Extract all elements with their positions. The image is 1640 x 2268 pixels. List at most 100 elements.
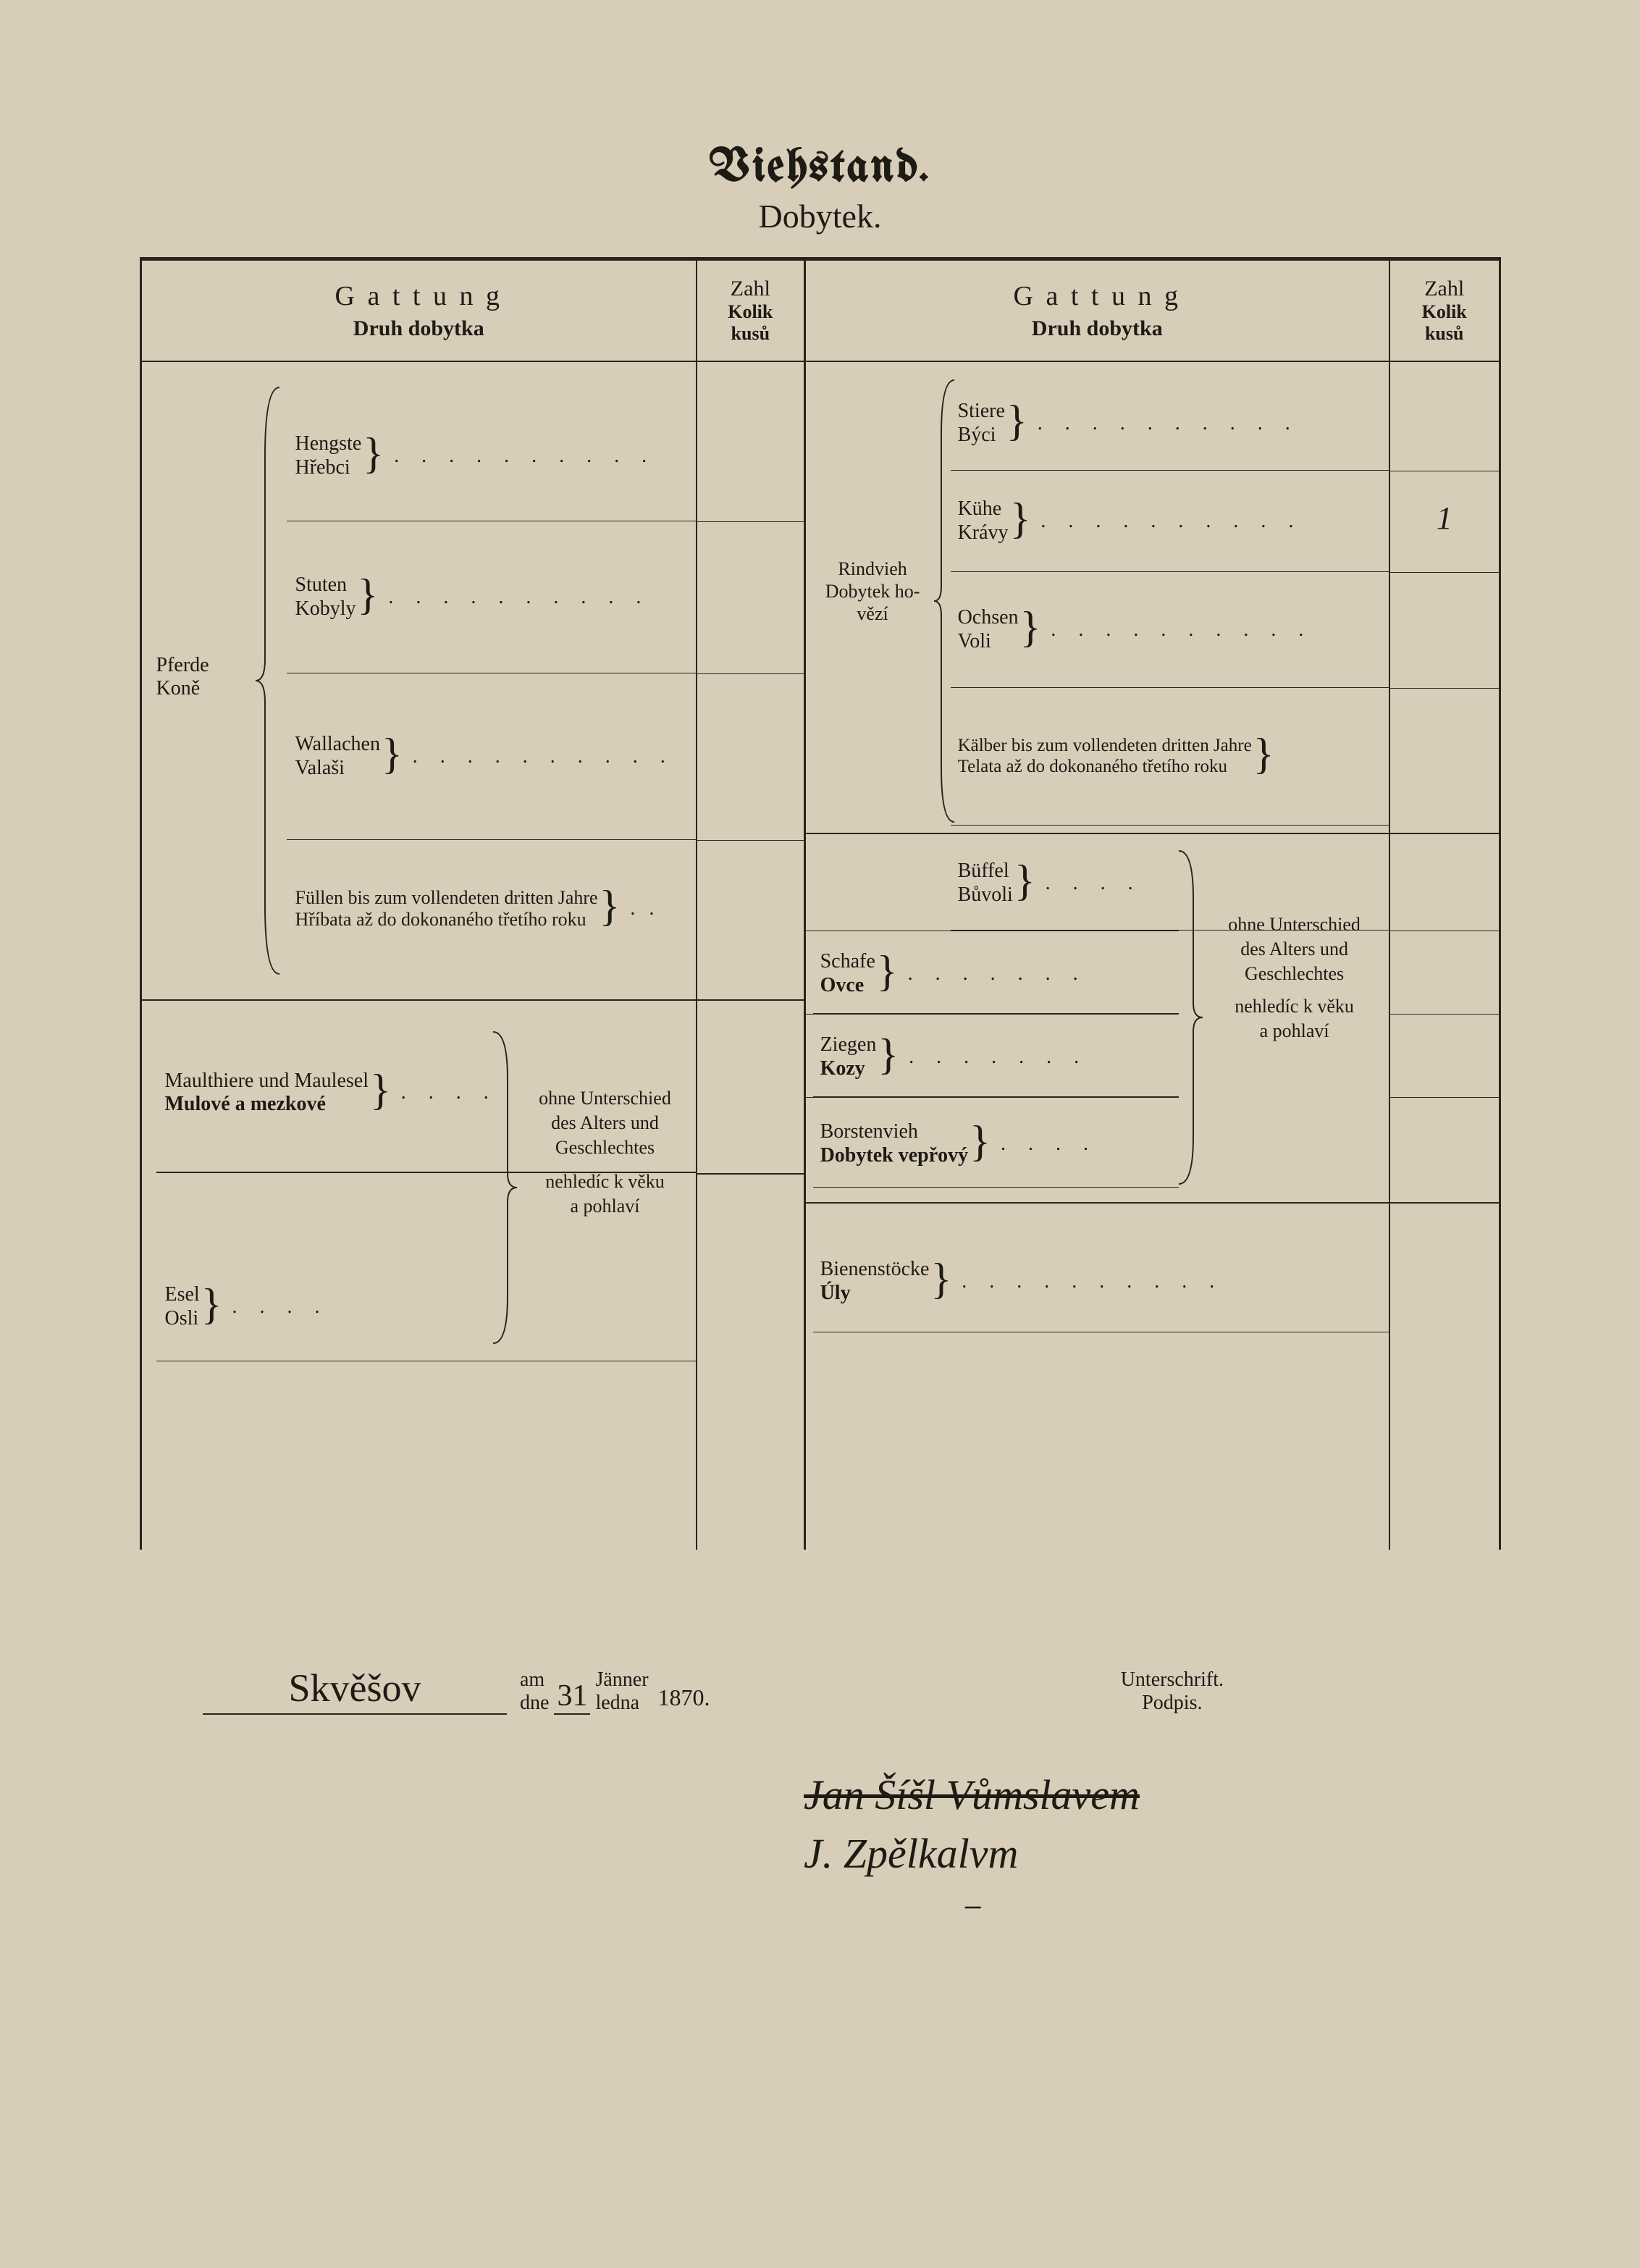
dots: . . . . . . . . . . <box>413 745 680 768</box>
divider <box>806 1097 1179 1098</box>
divider <box>806 1202 1389 1204</box>
row-kaelber: Kälber bis zum vollendeten dritten Jahre… <box>951 688 1389 826</box>
brace-icon: } <box>1006 410 1027 432</box>
brace-icon: } <box>201 1293 222 1315</box>
brace-icon: } <box>370 1079 391 1101</box>
table-header: G a t t u n g Druh dobytka Zahl Kolik ku… <box>142 261 1499 362</box>
row-ochsen: OchsenVoli } . . . . . . . . . . <box>951 572 1389 688</box>
note-right: ohne Unterschied des Alters und Geschlec… <box>1211 912 1378 1043</box>
wallachen-de: Wallachen <box>295 733 380 756</box>
dots: . . . . . . . . . . <box>1051 618 1374 642</box>
esel-de: Esel <box>165 1283 200 1306</box>
brace-icon: } <box>363 442 384 464</box>
dots: . . <box>630 897 680 920</box>
left-column: Pferde Koně Hengste Hřebci } . . . . . .… <box>142 362 698 1550</box>
zahl-cz2-r: kusů <box>1397 323 1492 345</box>
dots: . . . . . . . <box>909 1046 1164 1069</box>
fuellen-cz: Hříbata až do dokonaného třetího roku <box>295 909 598 931</box>
header-zahl-right: Zahl Kolik kusů <box>1390 261 1499 361</box>
table-body: Pferde Koně Hengste Hřebci } . . . . . .… <box>142 362 1499 1550</box>
row-ziegen: ZiegenKozy } . . . . . . . <box>813 1017 1179 1097</box>
count-kuehe: 1 <box>1390 500 1499 537</box>
divider <box>142 999 697 1001</box>
brace-icon <box>254 384 283 978</box>
divider <box>806 1014 1179 1015</box>
maul-cz: Mulové a mezkové <box>165 1093 369 1116</box>
note-left: ohne Unterschied des Alters und Geschlec… <box>526 1086 685 1219</box>
row-fuellen: Füllen bis zum vollendeten dritten Jahre… <box>287 840 697 978</box>
brace-icon: } <box>358 584 379 605</box>
header-zahl-left: Zahl Kolik kusů <box>697 261 806 361</box>
zahl-de-r: Zahl <box>1397 277 1492 301</box>
place-date-block: Skvěšov am dne 31 Jänner ledna 1870. <box>203 1666 710 1715</box>
wallachen-cz: Valaši <box>295 757 380 780</box>
brace-icon <box>1175 847 1204 1188</box>
left-count-column <box>697 362 806 1550</box>
divider <box>1390 833 1499 834</box>
divider <box>1390 688 1499 689</box>
stuten-de: Stuten <box>295 574 356 597</box>
footer: Skvěšov am dne 31 Jänner ledna 1870. Unt… <box>116 1666 1477 1928</box>
row-esel: Esel Osli } . . . . <box>156 1253 697 1361</box>
dots: . . . . <box>1001 1133 1164 1156</box>
title-czech: Dobytek. <box>116 197 1524 235</box>
gattung-cz: Druh dobytka <box>149 316 689 341</box>
am-cz: dne <box>520 1692 549 1715</box>
brace-icon: } <box>1253 743 1274 765</box>
gattung-de: G a t t u n g <box>149 280 689 312</box>
pferde-cz: Koně <box>156 677 209 700</box>
am-de: am <box>520 1668 549 1692</box>
divider <box>1390 1202 1499 1204</box>
place-handwritten: Skvěšov <box>203 1666 507 1715</box>
brace-icon: } <box>930 1268 951 1290</box>
divider <box>1390 1014 1499 1015</box>
divider <box>1390 572 1499 573</box>
pferde-group-label: Pferde Koně <box>156 362 265 992</box>
brace-icon: } <box>1020 616 1041 638</box>
brace-icon: } <box>878 1043 899 1065</box>
dots: . . . . <box>1046 872 1132 895</box>
row-stuten: Stuten Kobyly } . . . . . . . . . . <box>287 521 697 673</box>
right-column: Rindvieh Dobytek ho- vězí StiereBýci } .… <box>806 362 1390 1550</box>
brace-icon: } <box>1010 508 1031 529</box>
maul-de: Maulthiere und Maulesel <box>165 1070 369 1093</box>
signature-2: J. Zpělkalvm <box>804 1824 1477 1883</box>
row-wallachen: Wallachen Valaši } . . . . . . . . . . <box>287 673 697 840</box>
livestock-table: G a t t u n g Druh dobytka Zahl Kolik ku… <box>140 257 1501 1550</box>
zahl-cz1: Kolik <box>705 301 796 323</box>
header-gattung-right: G a t t u n g Druh dobytka <box>806 261 1390 361</box>
pferde-de: Pferde <box>156 654 209 677</box>
month-cz: ledna <box>595 1692 648 1715</box>
gattung-de-r: G a t t u n g <box>813 280 1382 312</box>
signature-1: Jan Šíšl Vůmslavem <box>804 1765 1477 1824</box>
dots: . . . . . . . . . . <box>388 586 680 609</box>
divider <box>806 833 1389 834</box>
esel-cz: Osli <box>165 1307 200 1330</box>
stuten-cz: Kobyly <box>295 597 356 621</box>
rindvieh-group-label: Rindvieh Dobytek ho- vězí <box>813 558 933 626</box>
brace-icon: } <box>970 1130 991 1152</box>
divider <box>697 673 804 674</box>
row-borstenvieh: BorstenviehDobytek vepřový } . . . . <box>813 1101 1179 1188</box>
title-block: Viehstand. Dobytek. <box>116 145 1524 235</box>
dots: . . . . . . . . . . <box>1038 412 1374 435</box>
zahl-cz1-r: Kolik <box>1397 301 1492 323</box>
dots: . . . . <box>401 1081 488 1104</box>
row-schafe: SchafeOvce } . . . . . . . <box>813 934 1179 1014</box>
right-count-column: 1 <box>1390 362 1499 1550</box>
signatures-block: Jan Šíšl Vůmslavem J. Zpělkalvm ⎯ <box>804 1765 1477 1928</box>
row-hengste: Hengste Hřebci } . . . . . . . . . . <box>287 391 697 521</box>
flourish: ⎯ <box>963 1883 1477 1928</box>
gattung-cz-r: Druh dobytka <box>813 316 1382 341</box>
zahl-de: Zahl <box>705 277 796 301</box>
dots: . . . . . . . . . . <box>394 445 680 468</box>
dots: . . . . . . . . . . <box>1040 510 1374 533</box>
dots: . . . . . . . <box>908 962 1164 986</box>
divider <box>697 521 804 522</box>
divider <box>697 999 804 1001</box>
hengste-cz: Hřebci <box>295 456 362 479</box>
signature-label: Unterschrift. Podpis. <box>1121 1668 1224 1715</box>
title-german: Viehstand. <box>116 145 1524 193</box>
zahl-cz2: kusů <box>705 323 796 345</box>
divider <box>697 1173 804 1175</box>
